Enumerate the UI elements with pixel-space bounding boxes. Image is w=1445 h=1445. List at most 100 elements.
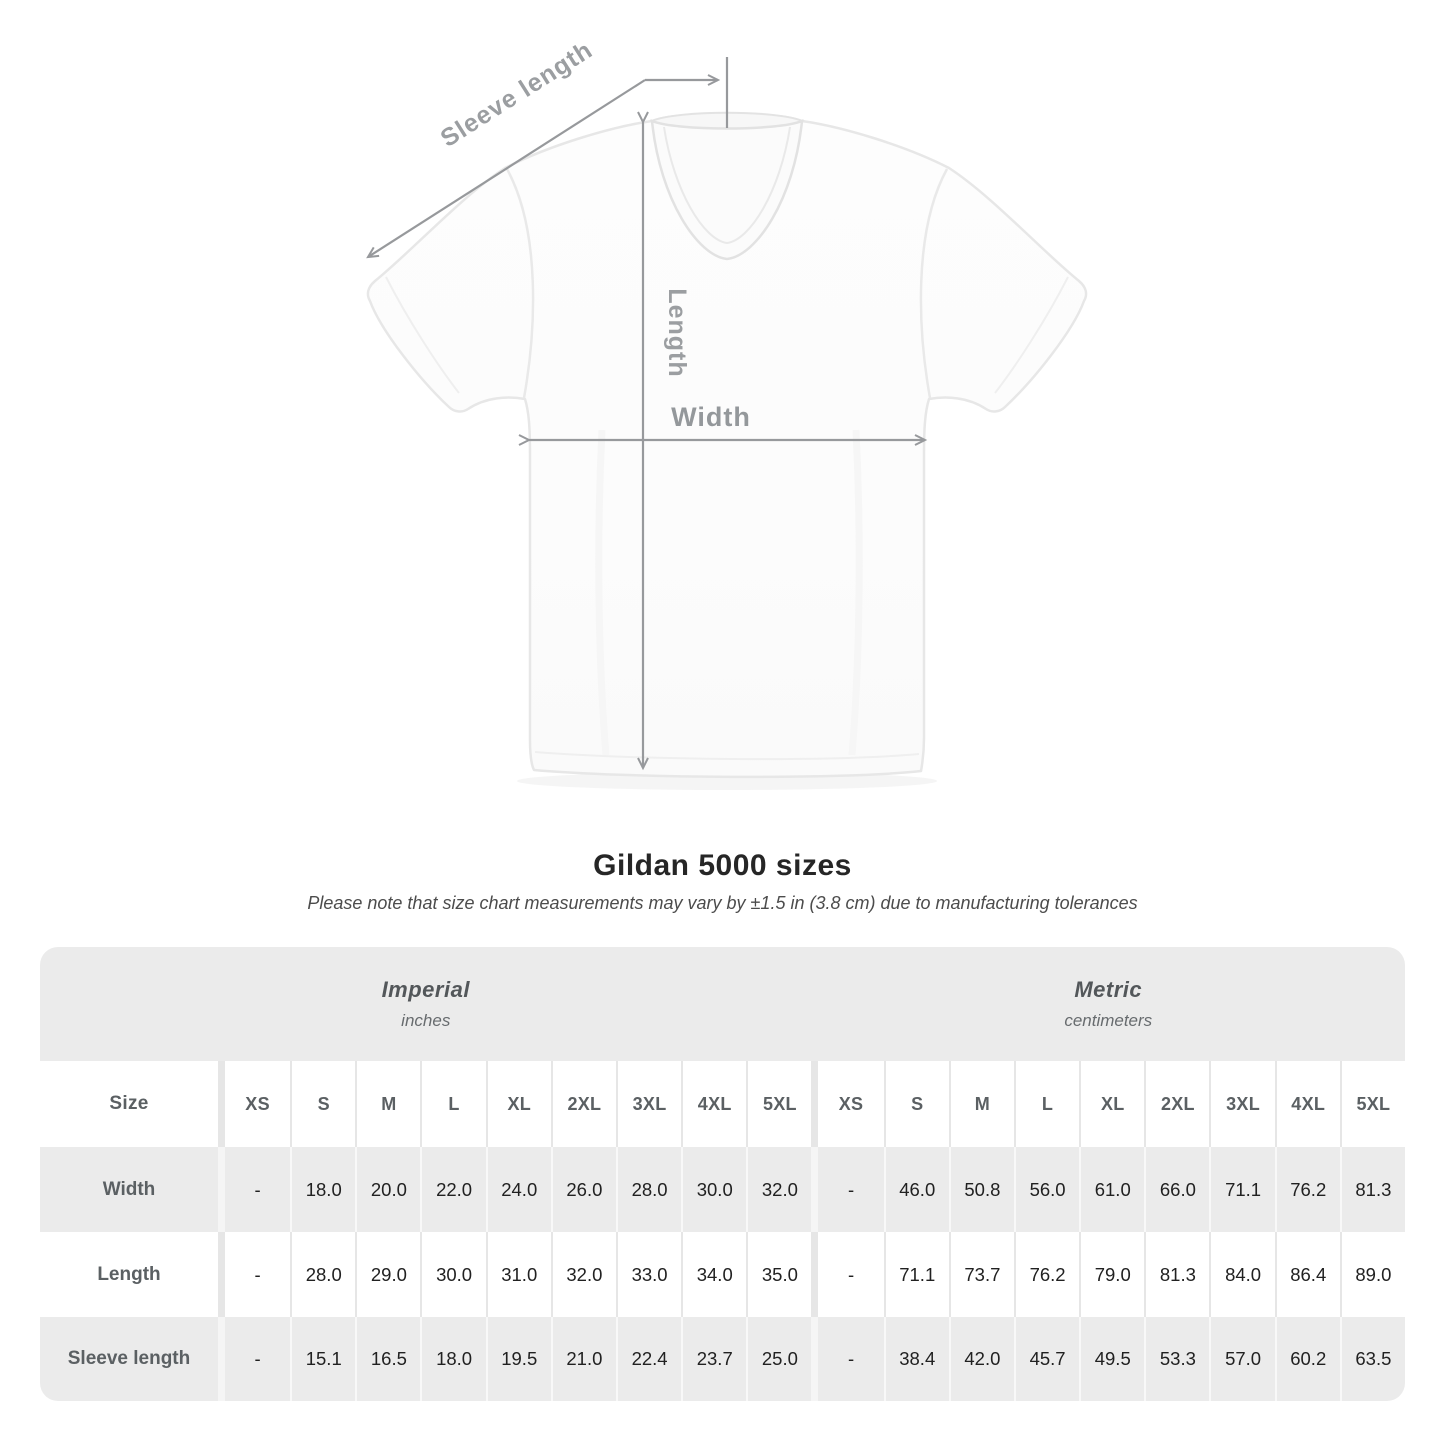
size-column-header: M bbox=[948, 1061, 1014, 1147]
measurement-value: 33.0 bbox=[615, 1232, 681, 1317]
measurement-value: 20.0 bbox=[355, 1147, 420, 1232]
measurement-value: - bbox=[254, 1348, 261, 1369]
measurement-value: 22.4 bbox=[615, 1317, 681, 1401]
measurement-value: 31.0 bbox=[485, 1232, 551, 1317]
measurement-value: 84.0 bbox=[1209, 1232, 1274, 1317]
measurement-value: 45.7 bbox=[1013, 1317, 1079, 1401]
measurement-value: - bbox=[847, 1263, 855, 1285]
measurement-arrows bbox=[366, 57, 928, 771]
measurement-value: 50.8 bbox=[948, 1147, 1014, 1232]
imperial-label: Imperial bbox=[381, 977, 470, 1002]
tolerance-note: Please note that size chart measurements… bbox=[307, 893, 1138, 913]
size-header-row: Size XS S M L XL 2XL 3XL 4XL 5XL XS S M L XL 2XL 3XL 4XL 5… bbox=[40, 1061, 1405, 1147]
column-divider bbox=[218, 1147, 225, 1232]
tshirt-illustration bbox=[366, 111, 1088, 779]
measurement-value: 63.5 bbox=[1339, 1317, 1405, 1401]
size-column-header: XL bbox=[485, 1061, 551, 1147]
measurement-value: - bbox=[847, 1348, 855, 1369]
tshirt-measurement-diagram: Sleeve length Length Width bbox=[366, 35, 1088, 779]
measurement-value: 86.4 bbox=[1274, 1232, 1340, 1317]
measurement-value: 22.0 bbox=[420, 1147, 485, 1232]
column-divider bbox=[811, 1232, 819, 1317]
measurement-value: 29.0 bbox=[355, 1232, 420, 1317]
size-column-header: 5XL bbox=[746, 1061, 811, 1147]
measurement-value: 19.5 bbox=[485, 1317, 551, 1401]
measurement-value: 42.0 bbox=[948, 1317, 1014, 1401]
measurement-value: 76.2 bbox=[1013, 1232, 1079, 1317]
measurement-value: - bbox=[254, 1178, 261, 1200]
measurement-value: 76.2 bbox=[1274, 1147, 1340, 1232]
size-column-header: L bbox=[420, 1061, 485, 1147]
measurement-value: 60.2 bbox=[1274, 1317, 1340, 1401]
column-divider bbox=[218, 1061, 225, 1147]
table-row-width: Width - 18.0 20.0 22.0 24.0 26.0 28.0 30.0 32.0 - 4… bbox=[40, 1147, 1405, 1232]
measurement-value: 28.0 bbox=[290, 1232, 355, 1317]
measurement-row-label: Sleeve length bbox=[67, 1348, 191, 1369]
measurement-row-label: Width bbox=[102, 1178, 156, 1200]
measurement-value: 71.1 bbox=[1209, 1147, 1274, 1232]
page-title: Gildan 5000 sizes bbox=[593, 849, 852, 882]
size-column-header: XL bbox=[1079, 1061, 1144, 1147]
size-column-header: S bbox=[883, 1061, 949, 1147]
size-column-header: 3XL bbox=[615, 1061, 681, 1147]
measurement-value: 73.7 bbox=[948, 1232, 1014, 1317]
measurement-value: 89.0 bbox=[1339, 1232, 1405, 1317]
measurement-value: 30.0 bbox=[681, 1147, 746, 1232]
measurement-value: 26.0 bbox=[550, 1147, 616, 1232]
size-column-header: L bbox=[1013, 1061, 1079, 1147]
size-column-header: S bbox=[290, 1061, 355, 1147]
metric-label: Metric bbox=[1074, 977, 1143, 1002]
metric-unit: centimeters bbox=[1064, 1011, 1153, 1030]
measurement-value: 16.5 bbox=[355, 1317, 420, 1401]
length-label: Length bbox=[663, 288, 691, 377]
column-divider bbox=[811, 1061, 819, 1147]
size-column-header: 2XL bbox=[1144, 1061, 1209, 1147]
measurement-value: 25.0 bbox=[746, 1317, 811, 1401]
measurement-value: 32.0 bbox=[550, 1232, 616, 1317]
measurement-value: 18.0 bbox=[420, 1317, 485, 1401]
measurement-value: 30.0 bbox=[420, 1232, 485, 1317]
measurement-value: 21.0 bbox=[550, 1317, 616, 1401]
measurement-row-label: Length bbox=[97, 1263, 161, 1285]
table-row-sleeve-length: Sleeve length - 15.1 16.5 18.0 19.5 21.0 22.4 23… bbox=[40, 1317, 1405, 1401]
measurement-value: 81.3 bbox=[1339, 1147, 1405, 1232]
column-divider bbox=[218, 1232, 225, 1317]
measurement-value: 71.1 bbox=[883, 1232, 949, 1317]
measurement-value: 49.5 bbox=[1079, 1317, 1144, 1401]
size-column-header: XS bbox=[245, 1093, 270, 1114]
measurement-value: - bbox=[847, 1178, 855, 1200]
size-column-header: 4XL bbox=[681, 1061, 746, 1147]
column-divider bbox=[218, 1317, 225, 1401]
size-column-header: XS bbox=[838, 1093, 864, 1114]
measurement-value: 15.1 bbox=[290, 1317, 355, 1401]
measurement-value: 32.0 bbox=[746, 1147, 811, 1232]
measurement-value: 57.0 bbox=[1209, 1317, 1274, 1401]
imperial-band: Imperial inches bbox=[40, 947, 812, 1061]
measurement-value: 34.0 bbox=[681, 1232, 746, 1317]
size-corner-header: Size bbox=[109, 1093, 149, 1114]
measurement-value: 38.4 bbox=[883, 1317, 949, 1401]
measurement-value: - bbox=[254, 1263, 261, 1285]
imperial-unit: inches bbox=[401, 1011, 451, 1030]
units-band-row: Imperial inches Metric centimeters bbox=[40, 947, 1405, 1061]
measurement-value: 81.3 bbox=[1144, 1232, 1209, 1317]
size-column-header: 4XL bbox=[1274, 1061, 1340, 1147]
measurement-value: 46.0 bbox=[883, 1147, 949, 1232]
sleeve-length-arrow bbox=[366, 79, 646, 259]
measurement-value: 28.0 bbox=[615, 1147, 681, 1232]
sleeve-length-label: Sleeve length bbox=[436, 36, 598, 153]
column-divider bbox=[811, 1147, 819, 1232]
size-column-header: 3XL bbox=[1209, 1061, 1274, 1147]
measurement-value: 23.7 bbox=[681, 1317, 746, 1401]
size-column-header: 2XL bbox=[550, 1061, 616, 1147]
measurement-value: 35.0 bbox=[746, 1232, 811, 1317]
width-label: Width bbox=[671, 402, 751, 432]
measurement-value: 56.0 bbox=[1013, 1147, 1079, 1232]
measurement-value: 24.0 bbox=[485, 1147, 551, 1232]
measurement-value: 79.0 bbox=[1079, 1232, 1144, 1317]
size-column-header: 5XL bbox=[1339, 1061, 1405, 1147]
metric-band: Metric centimeters bbox=[812, 947, 1406, 1061]
measurement-value: 61.0 bbox=[1079, 1147, 1144, 1232]
table-row-length: Length - 28.0 29.0 30.0 31.0 32.0 33.0 34.0 35.0 -… bbox=[40, 1232, 1405, 1317]
